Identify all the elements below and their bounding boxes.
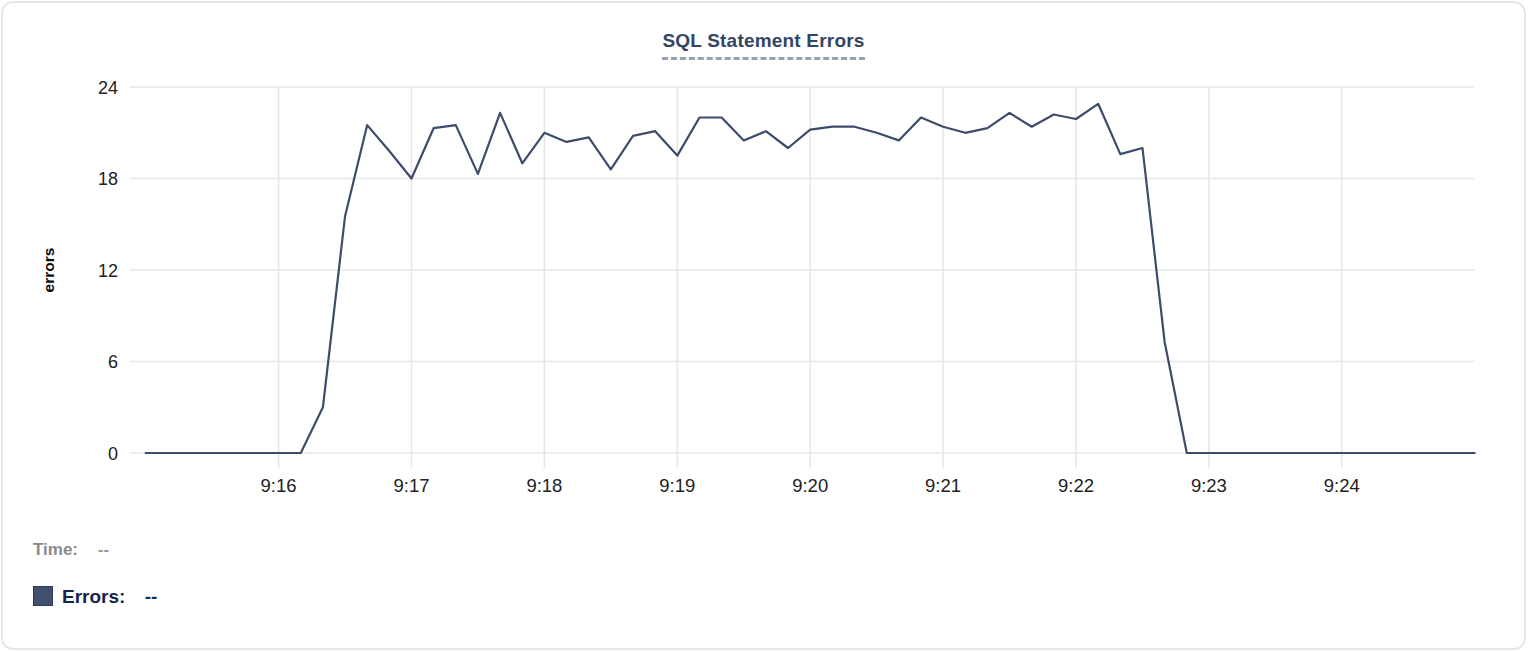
x-tick-label: 9:21 [925, 475, 961, 496]
x-tick-label: 9:19 [659, 475, 695, 496]
y-tick-label: 6 [108, 352, 118, 372]
x-tick-label: 9:16 [261, 475, 297, 496]
x-tick-label: 9:24 [1324, 475, 1360, 496]
tooltip-errors-row: Errors: -- [33, 586, 157, 608]
x-tick-label: 9:23 [1191, 475, 1227, 496]
y-tick-label: 12 [98, 261, 118, 281]
tooltip-time-label: Time: [33, 540, 78, 559]
errors-series-swatch [33, 586, 53, 606]
y-tick-label: 18 [98, 169, 118, 189]
x-tick-label: 9:17 [393, 475, 429, 496]
y-axis-title: errors [40, 248, 58, 293]
tooltip-time-row: Time: -- [33, 540, 109, 560]
x-tick-label: 9:20 [792, 475, 828, 496]
chart-card: SQL Statement Errors 061218249:169:179:1… [1, 1, 1526, 650]
y-tick-label: 0 [108, 444, 118, 464]
tooltip-errors-value: -- [145, 586, 158, 607]
tooltip-errors-label: Errors: [62, 586, 125, 607]
y-tick-label: 24 [98, 78, 118, 98]
errors-line-chart[interactable]: 0 6 12 18 24 9:16 9:17 9:18 9:19 9:20 9:21 9:22 9:23… [3, 3, 1526, 508]
x-tick-label: 9:22 [1058, 475, 1094, 496]
x-tick-label: 9:18 [526, 475, 562, 496]
tooltip-time-value: -- [98, 540, 109, 559]
